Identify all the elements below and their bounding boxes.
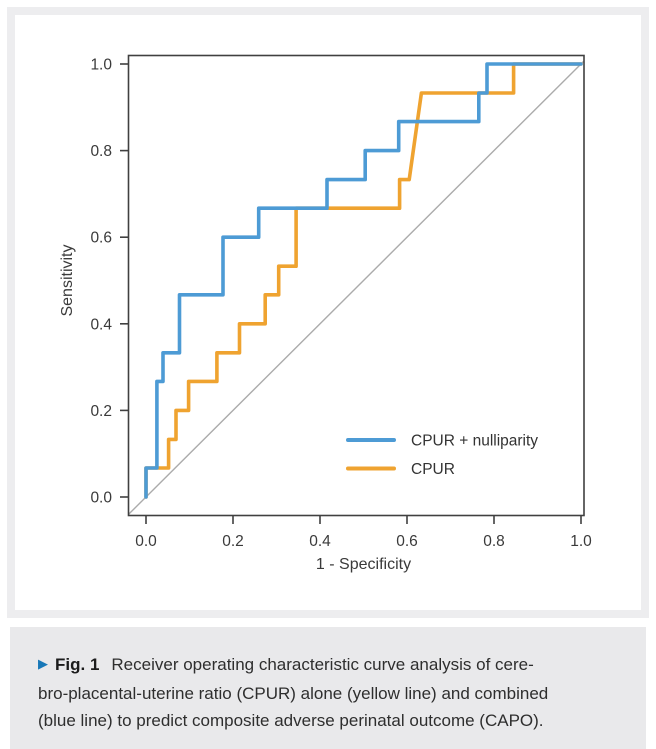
reference-diagonal-line — [128, 61, 584, 515]
x-tick-label: 1.0 — [570, 533, 592, 550]
roc-curve-cpur-nulliparity — [144, 62, 583, 499]
y-tick-label: 0.6 — [90, 230, 112, 247]
roc-chart: 0.0 0.2 0.4 0.6 0.8 1.0 0.0 0.2 0.4 0.6 0.8 1.0 1 - … — [59, 54, 592, 573]
caption-text-1: Receiver operating characteristic curve … — [111, 655, 534, 674]
x-tick-label: 0.2 — [222, 533, 244, 550]
y-tick-label: 0.0 — [90, 490, 112, 507]
plot-frame — [127, 54, 585, 517]
caption-triangle-icon: ▶ — [38, 656, 48, 671]
caption-figure-label: Fig. 1 — [55, 655, 100, 674]
x-tick-label: 0.6 — [396, 533, 418, 550]
x-tick-label: 0.8 — [483, 533, 505, 550]
y-axis-title: Sensitivity — [59, 244, 76, 316]
caption-line-1: ▶ Fig. 1 Receiver operating characteristic… — [38, 651, 620, 680]
y-tick-label: 0.2 — [90, 403, 112, 420]
x-tick-label: 0.0 — [135, 533, 157, 550]
legend-label-2: CPUR — [411, 461, 455, 478]
x-axis-title: 1 - Specificity — [316, 556, 411, 573]
roc-curve-cpur — [144, 62, 583, 499]
x-tick-label: 0.4 — [309, 533, 331, 550]
y-tick-label: 1.0 — [90, 57, 112, 74]
caption-line-3: (blue line) to predict composite adverse… — [38, 711, 544, 730]
y-tick-label: 0.4 — [90, 316, 112, 333]
figure-caption-panel: ▶ Fig. 1 Receiver operating characteristic… — [10, 627, 646, 749]
y-tick-label: 0.8 — [90, 143, 112, 160]
caption-line-2: bro-placental-uterine ratio (CPUR) alone… — [38, 683, 549, 703]
legend-label-1: CPUR + nulliparity — [411, 433, 538, 450]
